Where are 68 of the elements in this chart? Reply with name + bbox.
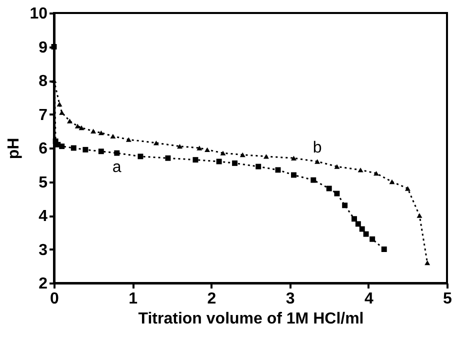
point — [358, 168, 364, 172]
point — [66, 118, 72, 124]
point — [256, 164, 262, 170]
point — [370, 236, 376, 242]
point — [240, 152, 246, 158]
x-tick-label: 3 — [286, 290, 295, 308]
annotation: a — [112, 159, 122, 176]
point — [78, 125, 84, 130]
point — [196, 146, 202, 150]
point — [82, 146, 88, 152]
point — [126, 137, 132, 142]
point — [314, 159, 320, 164]
point — [232, 160, 238, 166]
point — [51, 44, 57, 50]
point — [355, 221, 361, 227]
x-tick-label: 4 — [364, 290, 374, 308]
point — [290, 156, 296, 160]
point — [363, 231, 369, 237]
y-tick-label: 8 — [38, 73, 48, 90]
x-tick-label: 5 — [443, 290, 452, 308]
point — [59, 144, 65, 150]
point — [90, 128, 96, 134]
point — [290, 172, 296, 178]
point — [275, 167, 281, 173]
point — [263, 154, 269, 159]
point — [334, 190, 340, 196]
annotation: b — [312, 140, 322, 156]
point — [114, 150, 120, 156]
point — [389, 179, 395, 184]
point — [416, 213, 422, 218]
y-tick-label: 7 — [38, 106, 48, 124]
point — [374, 170, 379, 176]
y-tick-label: 10 — [30, 6, 48, 22]
point — [98, 130, 104, 136]
x-tick-label: 1 — [128, 290, 138, 308]
point — [56, 102, 62, 106]
point — [138, 154, 144, 160]
point — [70, 145, 76, 151]
point — [342, 202, 348, 208]
x-tick-label: 2 — [207, 290, 216, 308]
point — [424, 260, 430, 266]
point — [310, 177, 316, 183]
point — [153, 140, 159, 146]
point — [359, 226, 365, 232]
y-tick-label: 9 — [38, 39, 48, 56]
point — [326, 186, 332, 192]
x-tick-label: 0 — [50, 290, 60, 308]
y-axis-title: pH — [6, 138, 23, 160]
point — [220, 150, 226, 156]
point — [59, 110, 65, 115]
point — [74, 124, 80, 128]
point — [204, 147, 210, 152]
point — [381, 246, 387, 252]
point — [110, 134, 116, 139]
point — [177, 144, 182, 149]
y-tick-label: 6 — [38, 140, 48, 158]
y-tick-label: 4 — [38, 208, 48, 225]
x-axis-title: Titration volume of 1M HCl/ml — [138, 310, 364, 328]
y-tick-label: 3 — [38, 242, 48, 259]
point — [334, 164, 340, 169]
y-tick-label: 2 — [38, 276, 48, 292]
point — [98, 148, 104, 154]
point — [404, 186, 410, 191]
point — [216, 158, 222, 164]
point — [165, 155, 171, 161]
point — [352, 216, 357, 222]
y-tick-label: 5 — [38, 174, 48, 192]
point — [192, 157, 198, 163]
